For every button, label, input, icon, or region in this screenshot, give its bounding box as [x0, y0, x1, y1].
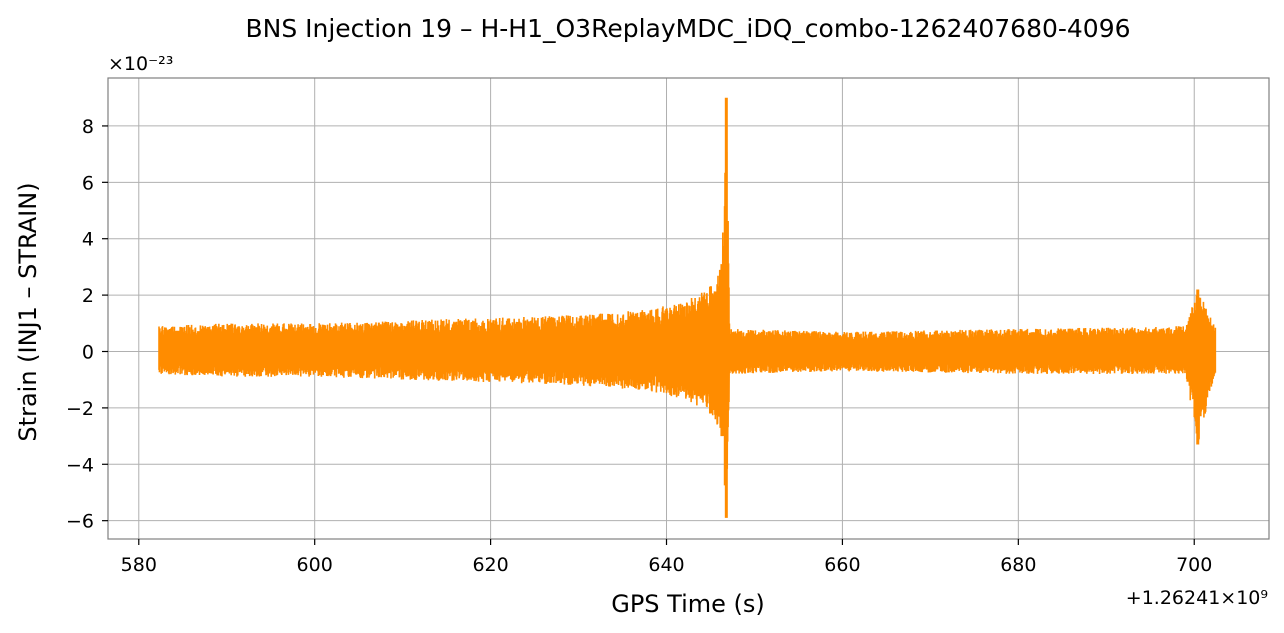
y-tick-label: −4 [66, 454, 94, 476]
x-tick-label: 680 [1000, 554, 1036, 576]
x-tick-label: 640 [648, 554, 684, 576]
x-tick-label: 660 [824, 554, 860, 576]
y-tick-label: 6 [82, 172, 94, 194]
plot-frame [107, 77, 1270, 540]
x-tick-label: 600 [297, 554, 333, 576]
x-offset-text: +1.26241×10⁹ [1126, 587, 1268, 609]
ticks: 580 600 620 640 660 680 700 −6 −4 −2 0 2 4 6 8 [66, 116, 1212, 576]
chart-title: BNS Injection 19 – H-H1_O3ReplayMDC_iDQ_… [245, 14, 1130, 43]
x-tick-label: 700 [1176, 554, 1212, 576]
y-tick-label: 2 [82, 285, 94, 307]
strain-trace [158, 114, 1217, 486]
y-offset-text: ×10⁻²³ [108, 53, 173, 75]
x-axis-label: GPS Time (s) [611, 590, 765, 618]
y-tick-label: −6 [66, 511, 94, 533]
x-tick-label: 620 [472, 554, 508, 576]
y-tick-label: 8 [82, 116, 94, 138]
x-tick-label: 580 [121, 554, 157, 576]
y-axis-label: Strain (INJ1 – STRAIN) [14, 182, 42, 441]
y-tick-label: −2 [66, 398, 94, 420]
y-tick-label: 4 [82, 229, 94, 251]
y-tick-label: 0 [82, 341, 94, 363]
strain-series [158, 97, 1217, 518]
